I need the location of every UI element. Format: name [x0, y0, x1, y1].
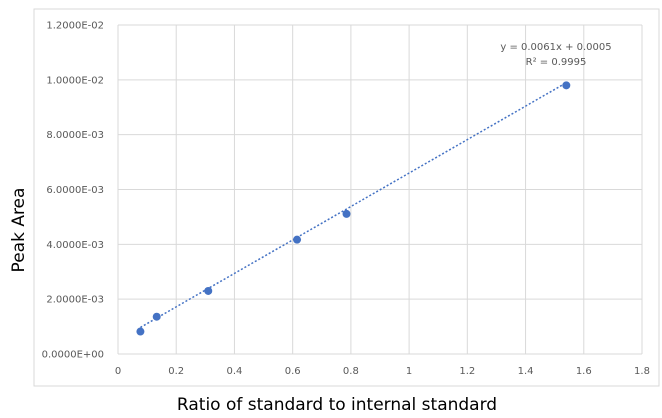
equation-annotation: y = 0.0061x + 0.0005 — [500, 42, 611, 53]
data-point — [153, 313, 161, 321]
r-squared-annotation: R² = 0.9995 — [526, 57, 587, 68]
x-tick-label: 1.4 — [518, 366, 534, 377]
x-tick-label: 1.8 — [634, 366, 650, 377]
x-tick-label: 0 — [115, 366, 121, 377]
data-point — [293, 236, 301, 244]
y-tick-label: 6.0000E-03 — [46, 185, 104, 196]
data-point — [204, 287, 212, 295]
y-axis-label: Peak Area — [9, 188, 29, 273]
x-tick-label: 1.2 — [459, 366, 475, 377]
y-tick-label: 2.0000E-03 — [46, 295, 104, 306]
x-axis-label: Ratio of standard to internal standard — [177, 395, 497, 414]
x-tick-label: 0.4 — [226, 366, 242, 377]
data-point — [343, 210, 351, 218]
x-tick-label: 1.6 — [576, 366, 592, 377]
y-tick-label: 0.0000E+00 — [42, 350, 104, 361]
x-tick-label: 1 — [406, 366, 412, 377]
x-tick-label: 0.6 — [285, 366, 301, 377]
data-point — [136, 328, 144, 336]
x-tick-label: 0.2 — [168, 366, 184, 377]
y-tick-label: 8.0000E-03 — [46, 130, 104, 141]
x-tick-label: 0.8 — [343, 366, 359, 377]
y-tick-label: 1.2000E-02 — [46, 21, 104, 32]
data-point — [562, 81, 570, 89]
y-tick-label: 1.0000E-02 — [46, 75, 104, 86]
y-tick-label: 4.0000E-03 — [46, 240, 104, 251]
